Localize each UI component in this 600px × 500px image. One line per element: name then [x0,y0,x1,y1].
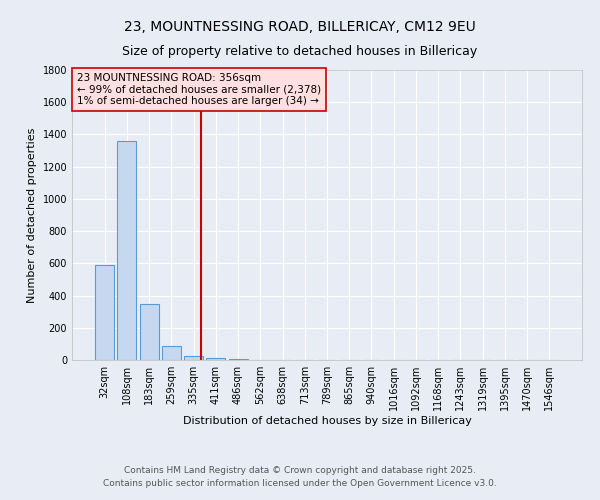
Bar [118,141,136,360]
Bar [162,346,181,360]
Text: Size of property relative to detached houses in Billericay: Size of property relative to detached ho… [122,45,478,58]
Text: 23, MOUNTNESSING ROAD, BILLERICAY, CM12 9EU: 23, MOUNTNESSING ROAD, BILLERICAY, CM12 … [124,20,476,34]
Bar [206,358,225,360]
X-axis label: Distribution of detached houses by size in Billericay: Distribution of detached houses by size … [182,416,472,426]
Y-axis label: Number of detached properties: Number of detached properties [27,128,37,302]
Bar [229,359,248,360]
Bar [184,356,203,360]
Bar [95,265,114,360]
Text: Contains HM Land Registry data © Crown copyright and database right 2025.
Contai: Contains HM Land Registry data © Crown c… [103,466,497,487]
Bar [140,304,158,360]
Text: 23 MOUNTNESSING ROAD: 356sqm
← 99% of detached houses are smaller (2,378)
1% of : 23 MOUNTNESSING ROAD: 356sqm ← 99% of de… [77,73,321,106]
